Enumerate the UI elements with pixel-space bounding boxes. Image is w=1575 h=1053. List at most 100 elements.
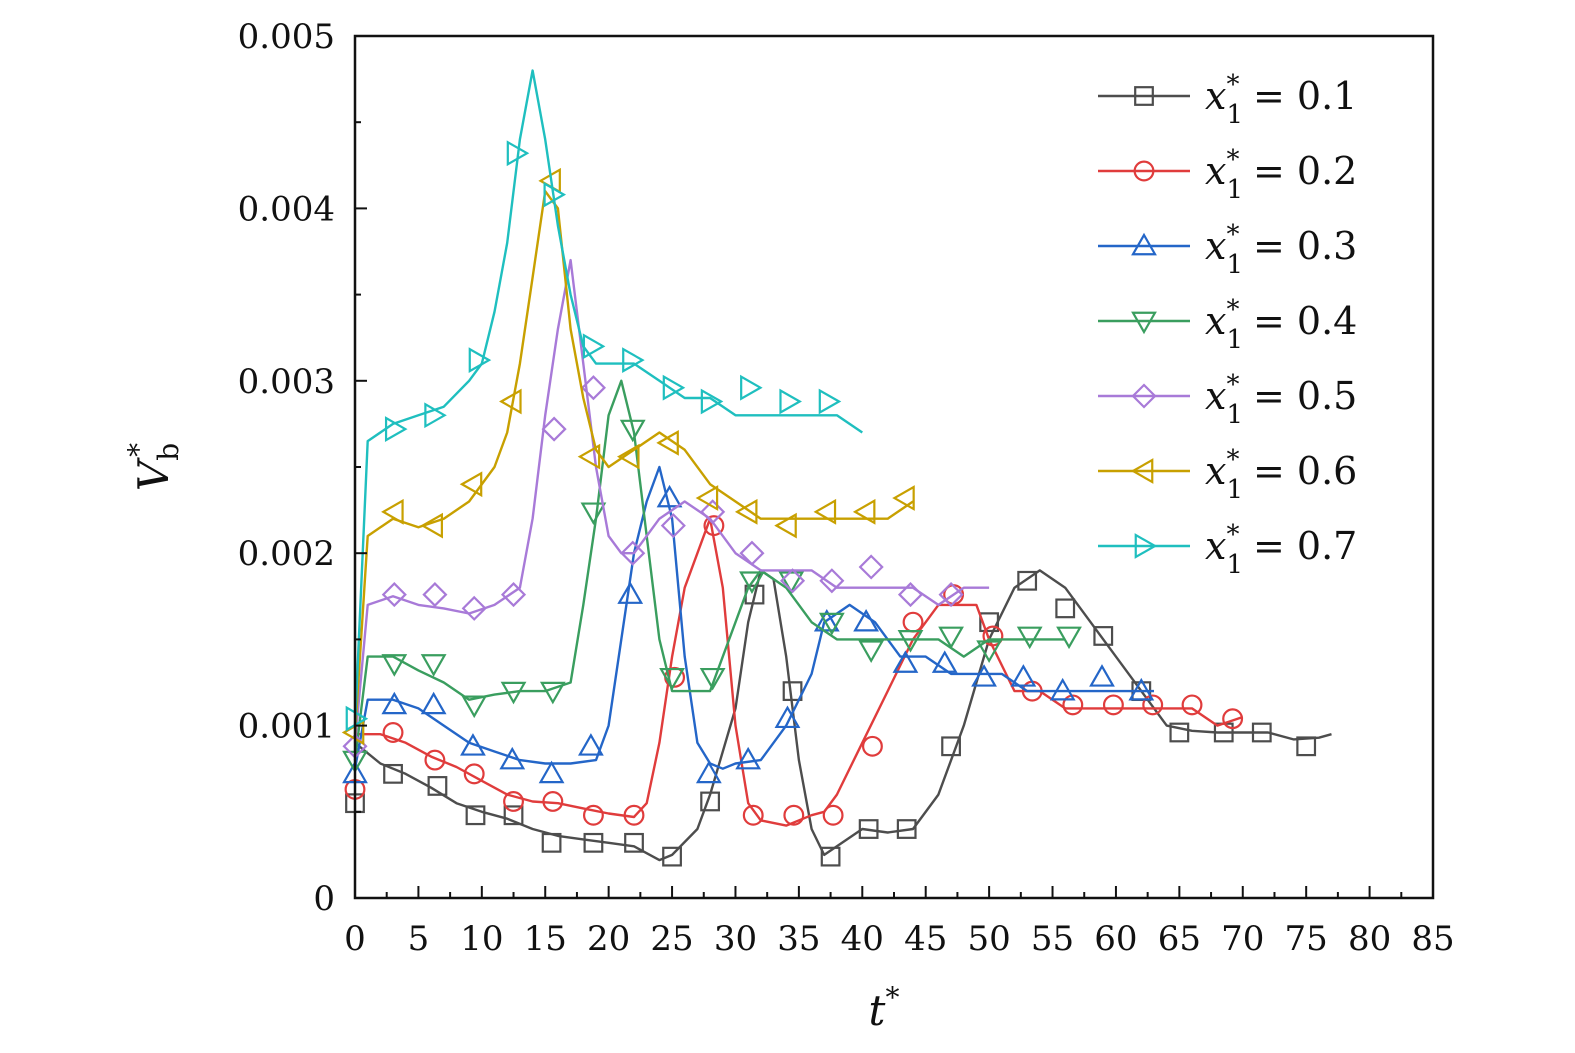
series-marker bbox=[861, 735, 883, 757]
legend-label-value: = 0.7 bbox=[1253, 524, 1357, 568]
x-tick-label: 45 bbox=[904, 919, 947, 959]
series-2 bbox=[344, 515, 1244, 827]
legend-label-var: x bbox=[1205, 149, 1226, 193]
series-marker bbox=[735, 746, 762, 770]
series-marker bbox=[538, 760, 565, 784]
legend-label-sub: 1 bbox=[1226, 100, 1243, 130]
x-tick-label: 60 bbox=[1094, 919, 1137, 959]
series-marker bbox=[820, 846, 841, 867]
series-marker bbox=[774, 705, 801, 729]
series-4 bbox=[342, 379, 1082, 774]
series-marker bbox=[1102, 694, 1124, 716]
legend-item: x* 1 = 0.6 bbox=[1098, 445, 1357, 505]
x-tick-label: 30 bbox=[714, 919, 757, 959]
series-5 bbox=[342, 258, 990, 759]
series-marker bbox=[468, 347, 492, 374]
x-tick-label: 40 bbox=[841, 919, 884, 959]
series-marker bbox=[982, 625, 1004, 647]
series-marker bbox=[976, 640, 1003, 663]
series-marker bbox=[660, 513, 686, 539]
series-marker bbox=[465, 805, 486, 826]
legend-label-sub: 1 bbox=[1226, 475, 1243, 505]
legend-label-value: = 0.5 bbox=[1253, 374, 1357, 418]
series-marker bbox=[931, 650, 958, 673]
series-marker bbox=[1093, 626, 1114, 646]
legend-item: x* 1 = 0.3 bbox=[1098, 220, 1357, 280]
x-tick-label: 75 bbox=[1285, 919, 1328, 959]
x-axis-title: t* bbox=[869, 981, 900, 1035]
legend-label-sup: * bbox=[1226, 445, 1239, 475]
series-marker bbox=[896, 819, 917, 839]
series-marker bbox=[420, 512, 443, 539]
series-marker bbox=[1062, 694, 1084, 716]
series-marker bbox=[381, 582, 407, 608]
series-marker bbox=[1055, 598, 1076, 619]
legend-marker bbox=[1131, 311, 1157, 335]
series-marker bbox=[897, 582, 924, 608]
series-marker bbox=[583, 832, 604, 853]
series-marker bbox=[742, 804, 764, 826]
series-marker bbox=[459, 471, 483, 498]
series-6 bbox=[341, 167, 915, 746]
series-marker bbox=[381, 498, 404, 525]
legend-label-sup: * bbox=[1226, 295, 1239, 325]
series-marker bbox=[345, 705, 369, 732]
series-marker bbox=[616, 443, 640, 470]
series-marker bbox=[1169, 722, 1190, 743]
series-marker bbox=[699, 667, 726, 691]
series-marker bbox=[541, 832, 562, 853]
legend-label-sub: 1 bbox=[1226, 250, 1243, 280]
legend-marker bbox=[1131, 232, 1157, 256]
series-line bbox=[353, 69, 863, 726]
series-marker bbox=[979, 612, 1000, 633]
series-marker bbox=[662, 846, 682, 867]
x-tick-label: 10 bbox=[460, 919, 503, 959]
series-marker bbox=[818, 388, 842, 415]
series-marker bbox=[740, 374, 763, 401]
legend-item: x* 1 = 0.2 bbox=[1098, 145, 1357, 205]
series-marker bbox=[539, 681, 566, 705]
series-marker bbox=[461, 595, 487, 621]
series-marker bbox=[503, 805, 524, 826]
series-marker bbox=[695, 760, 722, 784]
legend-label: x* 1 = 0.7 bbox=[1205, 520, 1357, 580]
legend-label-value: = 0.4 bbox=[1253, 299, 1357, 343]
legend-item: x* 1 = 0.5 bbox=[1098, 370, 1357, 430]
series-marker bbox=[580, 375, 606, 401]
x-tick-label: 70 bbox=[1221, 919, 1264, 959]
series-marker bbox=[659, 667, 685, 691]
series-marker bbox=[783, 804, 805, 826]
series-marker bbox=[381, 654, 408, 677]
series-marker bbox=[420, 691, 447, 715]
series-line bbox=[354, 569, 1332, 862]
x-tick-label: 5 bbox=[408, 919, 430, 959]
series-layer bbox=[341, 69, 1332, 867]
series-marker bbox=[619, 419, 646, 443]
series-marker bbox=[541, 416, 567, 442]
y-tick-label: 0.003 bbox=[238, 362, 335, 402]
legend-item: x* 1 = 0.4 bbox=[1098, 295, 1357, 355]
legend-label-sub: 1 bbox=[1226, 550, 1243, 580]
legend-label-var: x bbox=[1205, 449, 1226, 493]
legend-label-sub: 1 bbox=[1226, 325, 1243, 355]
legend-label-sub: 1 bbox=[1226, 400, 1243, 430]
legend-label-value: = 0.2 bbox=[1253, 149, 1357, 193]
series-marker bbox=[543, 181, 567, 208]
series-marker bbox=[739, 540, 765, 566]
series-marker bbox=[779, 388, 802, 415]
series-marker bbox=[822, 804, 844, 826]
series-marker bbox=[422, 582, 448, 608]
series-marker bbox=[813, 608, 840, 632]
x-tick-label: 20 bbox=[587, 919, 630, 959]
series-marker bbox=[739, 571, 765, 595]
x-tick-label: 85 bbox=[1411, 919, 1454, 959]
legend-label-sup: * bbox=[1226, 520, 1239, 550]
legend-label-sup: * bbox=[1226, 70, 1239, 100]
y-tick-label: 0.005 bbox=[238, 17, 335, 57]
series-marker bbox=[700, 388, 724, 415]
series-marker bbox=[819, 568, 845, 594]
series-marker bbox=[1251, 722, 1272, 743]
series-marker bbox=[703, 515, 725, 537]
series-marker bbox=[506, 140, 530, 167]
y-tick-label: 0.004 bbox=[238, 189, 335, 229]
